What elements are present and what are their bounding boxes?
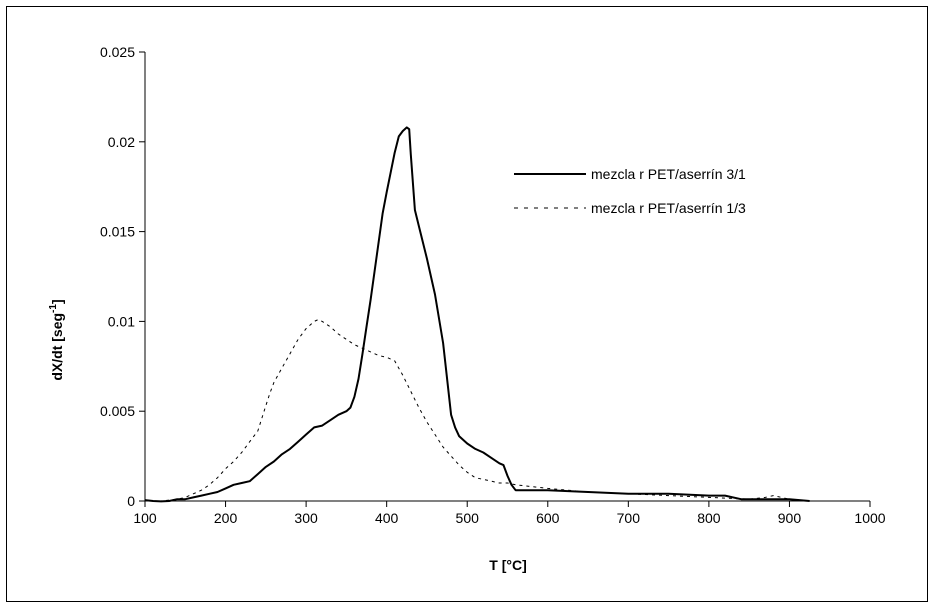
x-tick-label: 500 xyxy=(456,510,480,526)
y-tick-label: 0.005 xyxy=(100,403,135,419)
y-tick-label: 0.02 xyxy=(108,134,135,150)
y-axis-title-main: dX/dt [seg xyxy=(49,313,65,381)
x-tick-label: 1000 xyxy=(854,510,885,526)
x-tick-label: 200 xyxy=(214,510,238,526)
legend-label-series-2: mezcla r PET/aserrín 1/3 xyxy=(591,200,746,216)
y-tick-label: 0.01 xyxy=(108,313,135,329)
x-tick-label: 800 xyxy=(697,510,721,526)
x-tick-label: 900 xyxy=(778,510,802,526)
y-axis-title: dX/dt [seg-1] xyxy=(48,299,65,380)
x-tick-label: 300 xyxy=(294,510,318,526)
series-layer xyxy=(144,126,810,503)
x-tick-label: 600 xyxy=(536,510,560,526)
y-tick-label: 0 xyxy=(127,493,135,509)
y-axis-title-end: ] xyxy=(49,299,65,304)
x-tick-label: 100 xyxy=(133,510,157,526)
legend: mezcla r PET/aserrín 3/1 mezcla r PET/as… xyxy=(514,166,746,216)
series-line-1 xyxy=(144,126,810,503)
y-axis-title-sup: -1 xyxy=(48,304,59,313)
series-line-2 xyxy=(145,319,810,502)
y-tick-label: 0.015 xyxy=(100,224,135,240)
axes xyxy=(144,52,870,502)
x-tick-label: 400 xyxy=(375,510,399,526)
y-tick-label: 0.025 xyxy=(100,44,135,60)
x-axis-title: T [°C] xyxy=(489,557,526,573)
x-ticks: 100 200 300 400 500 600 700 800 900 1000 xyxy=(133,501,886,526)
x-tick-label: 700 xyxy=(617,510,641,526)
y-ticks: 0 0.005 0.01 0.015 0.02 0.025 xyxy=(100,44,145,509)
legend-label-series-1: mezcla r PET/aserrín 3/1 xyxy=(591,166,746,182)
